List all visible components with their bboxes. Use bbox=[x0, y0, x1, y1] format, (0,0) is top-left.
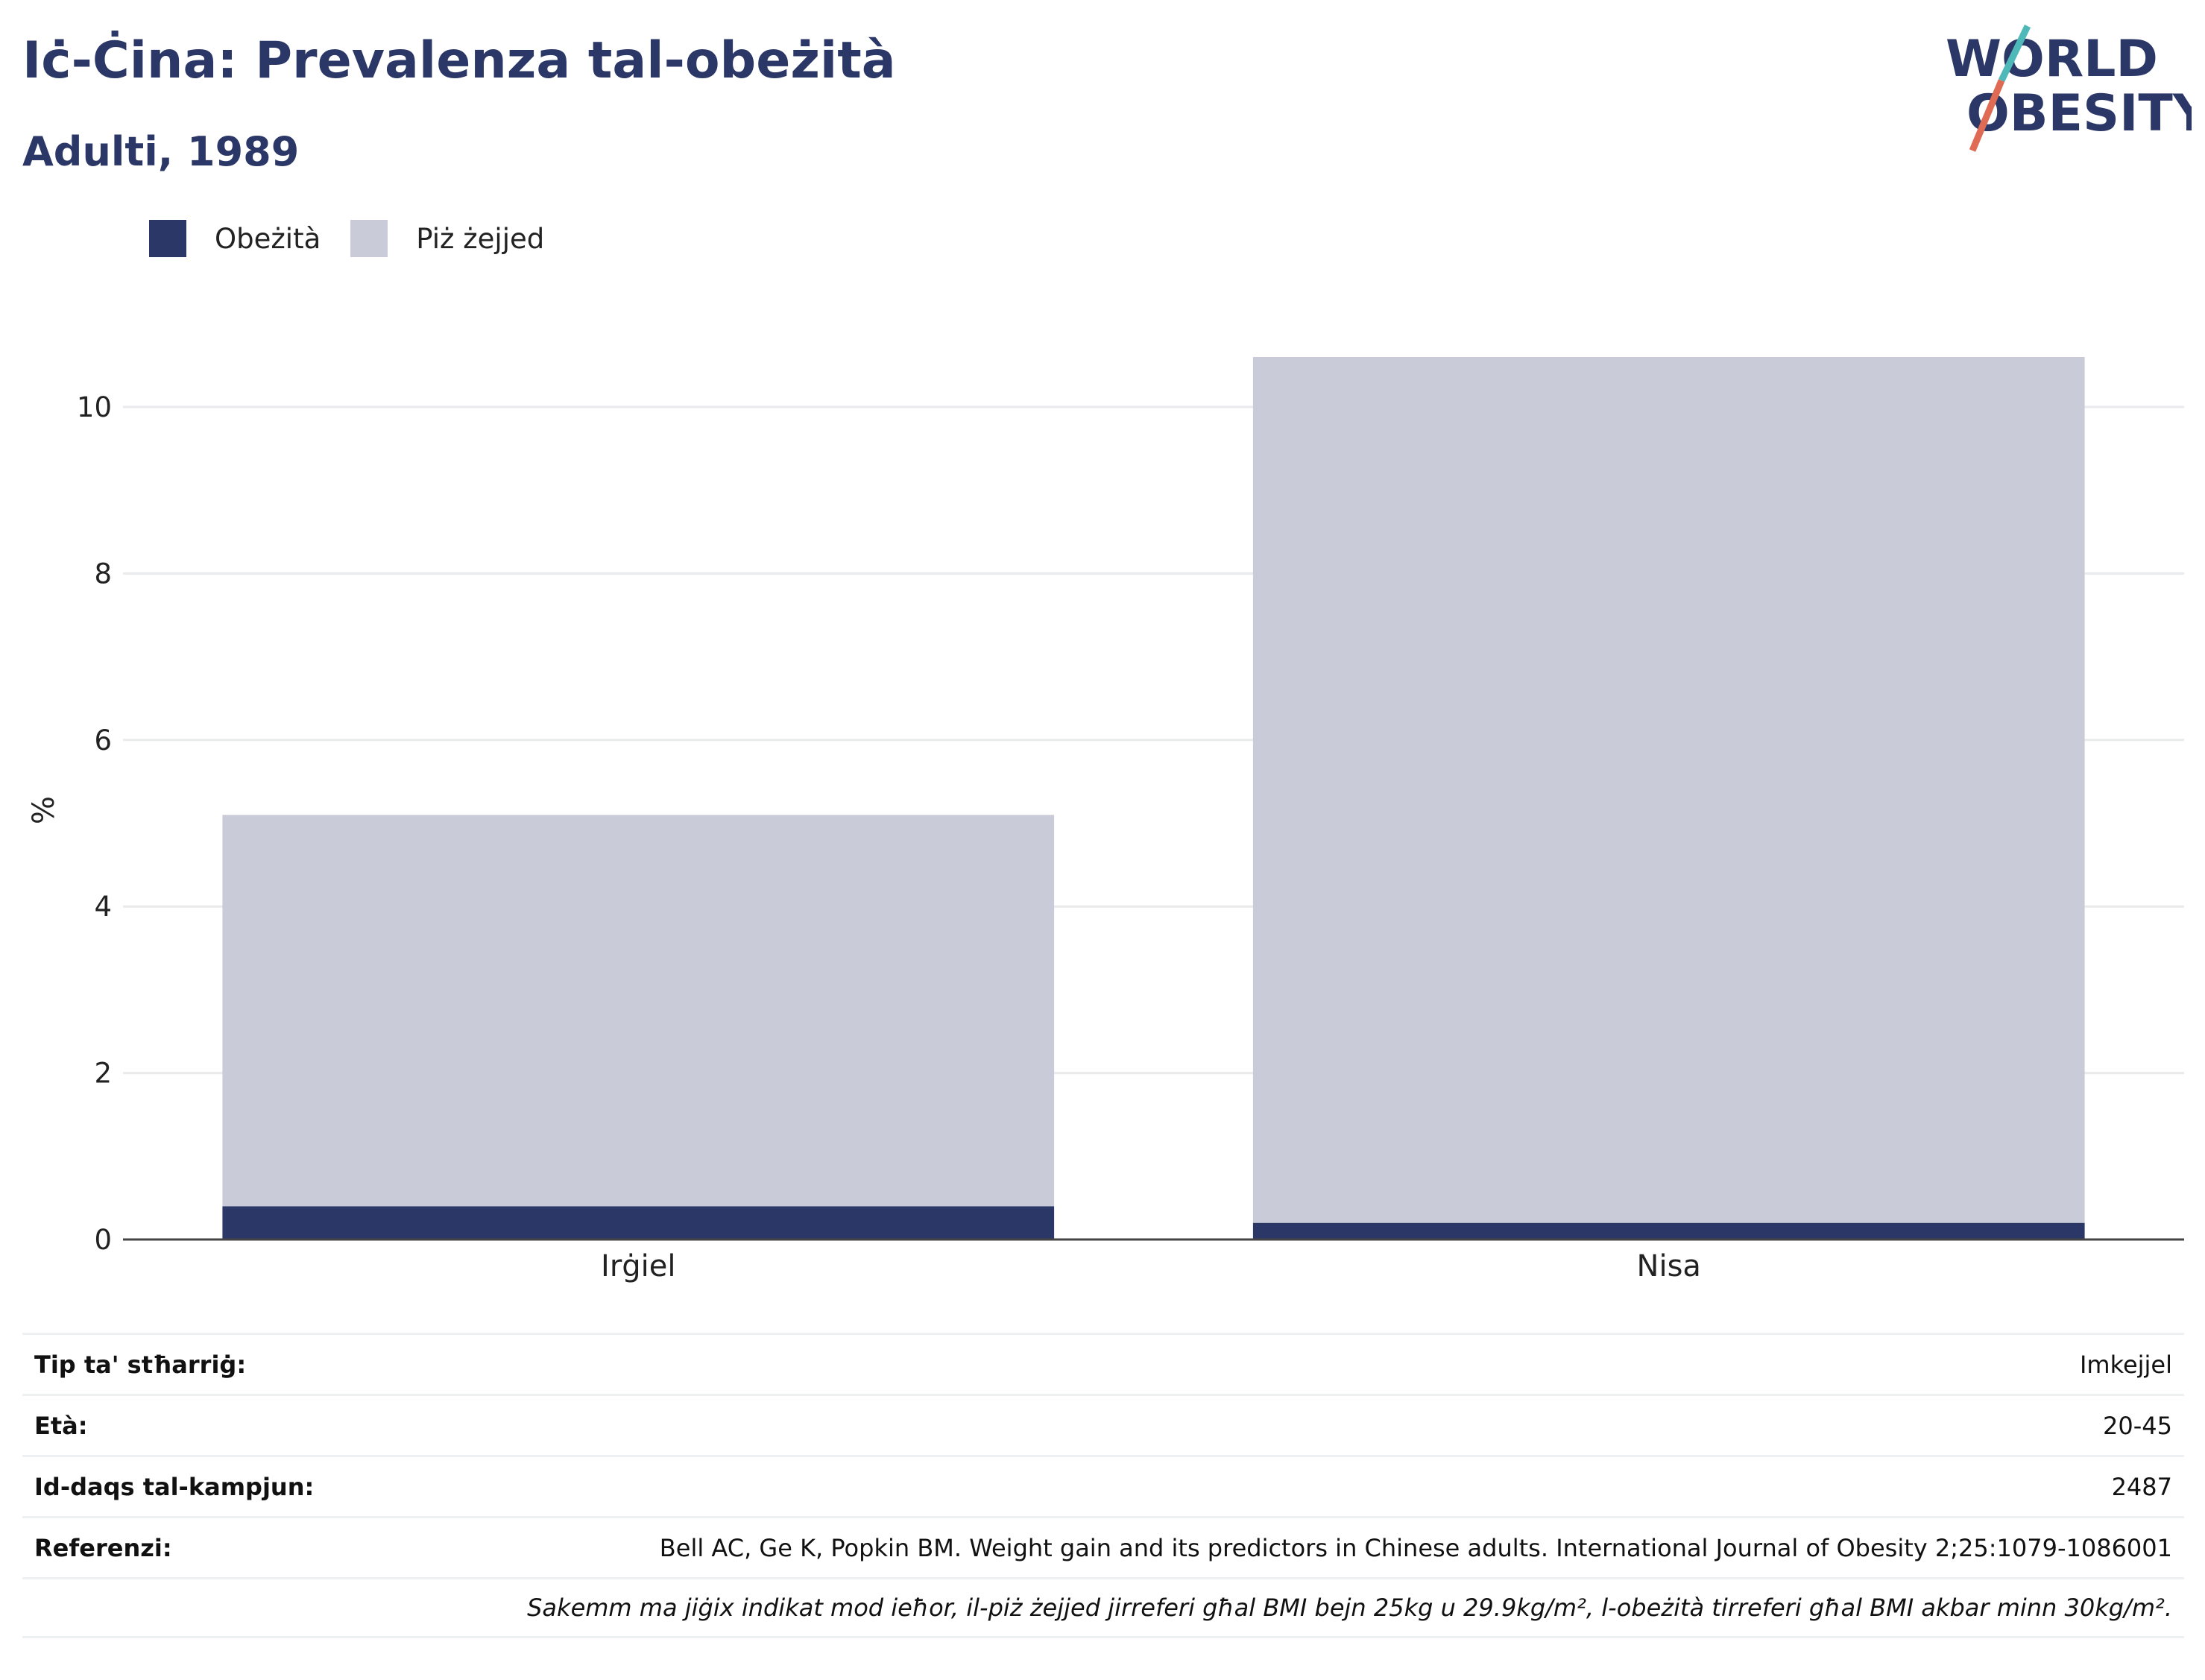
bar-obesity-1 bbox=[1252, 1222, 2085, 1240]
info-key-references: Referenzi: bbox=[34, 1533, 172, 1562]
y-tick-label: 6 bbox=[94, 724, 112, 757]
logo-slash-top bbox=[1998, 25, 2031, 82]
logo-line2: OBESITY bbox=[1966, 84, 2192, 143]
info-value-sample-size: 2487 bbox=[2111, 1472, 2172, 1501]
info-row-survey-type: Tip ta' stħarriġ: Imkejjel bbox=[22, 1333, 2184, 1394]
survey-info-table: Tip ta' stħarriġ: Imkejjel Età: 20-45 Id… bbox=[22, 1333, 2184, 1638]
info-value-references: Bell AC, Ge K, Popkin BM. Weight gain an… bbox=[659, 1533, 2172, 1562]
bar-chart: 0 2 4 6 8 10% Irġiel Nisa bbox=[27, 356, 2184, 1283]
info-row-note: Sakemm ma jiġix indikat mod ieħor, il-pi… bbox=[22, 1577, 2184, 1638]
info-key-age: Età: bbox=[34, 1411, 88, 1440]
y-tick-label: 4 bbox=[94, 891, 112, 923]
info-row-sample-size: Id-daqs tal-kampjun: 2487 bbox=[22, 1455, 2184, 1516]
y-tick-label: 8 bbox=[94, 558, 112, 590]
chart-legend: Obeżità Piż żejjed bbox=[149, 220, 574, 257]
bar-obesity-0 bbox=[222, 1206, 1055, 1240]
legend-label-overweight: Piż żejjed bbox=[416, 222, 545, 255]
y-tick-label: 0 bbox=[94, 1224, 112, 1256]
page-title: Iċ-Ċina: Prevalenza tal-obeżità bbox=[22, 31, 896, 90]
y-tick-label: 2 bbox=[94, 1058, 112, 1090]
bar-overweight-0 bbox=[222, 815, 1055, 1207]
logo-line1: WORLD bbox=[1946, 30, 2158, 89]
legend-item-overweight[interactable]: Piż żejjed bbox=[350, 220, 544, 257]
info-key-survey-type: Tip ta' stħarriġ: bbox=[34, 1350, 247, 1379]
page-subtitle: Adulti, 1989 bbox=[22, 128, 300, 175]
info-value-age: 20-45 bbox=[2103, 1411, 2172, 1440]
info-note: Sakemm ma jiġix indikat mod ieħor, il-pi… bbox=[527, 1594, 2172, 1622]
info-key-sample-size: Id-daqs tal-kampjun: bbox=[34, 1472, 315, 1501]
info-row-references: Referenzi: Bell AC, Ge K, Popkin BM. Wei… bbox=[22, 1516, 2184, 1577]
x-tick-label: Irġiel bbox=[601, 1249, 675, 1283]
logo-slash-bottom bbox=[1969, 79, 2005, 152]
info-value-survey-type: Imkejjel bbox=[2079, 1350, 2172, 1379]
legend-swatch-overweight bbox=[350, 220, 388, 257]
world-obesity-logo: WORLD OBESITY bbox=[1946, 25, 2192, 152]
legend-label-obesity: Obeżità bbox=[215, 222, 321, 255]
x-tick-label: Nisa bbox=[1637, 1249, 1701, 1283]
legend-swatch-obesity bbox=[149, 220, 186, 257]
y-tick-label: 10 bbox=[77, 391, 112, 423]
y-axis-label: % bbox=[27, 796, 61, 824]
legend-item-obesity[interactable]: Obeżità bbox=[149, 220, 321, 257]
bar-overweight-1 bbox=[1252, 356, 2085, 1223]
info-row-age: Età: 20-45 bbox=[22, 1394, 2184, 1455]
